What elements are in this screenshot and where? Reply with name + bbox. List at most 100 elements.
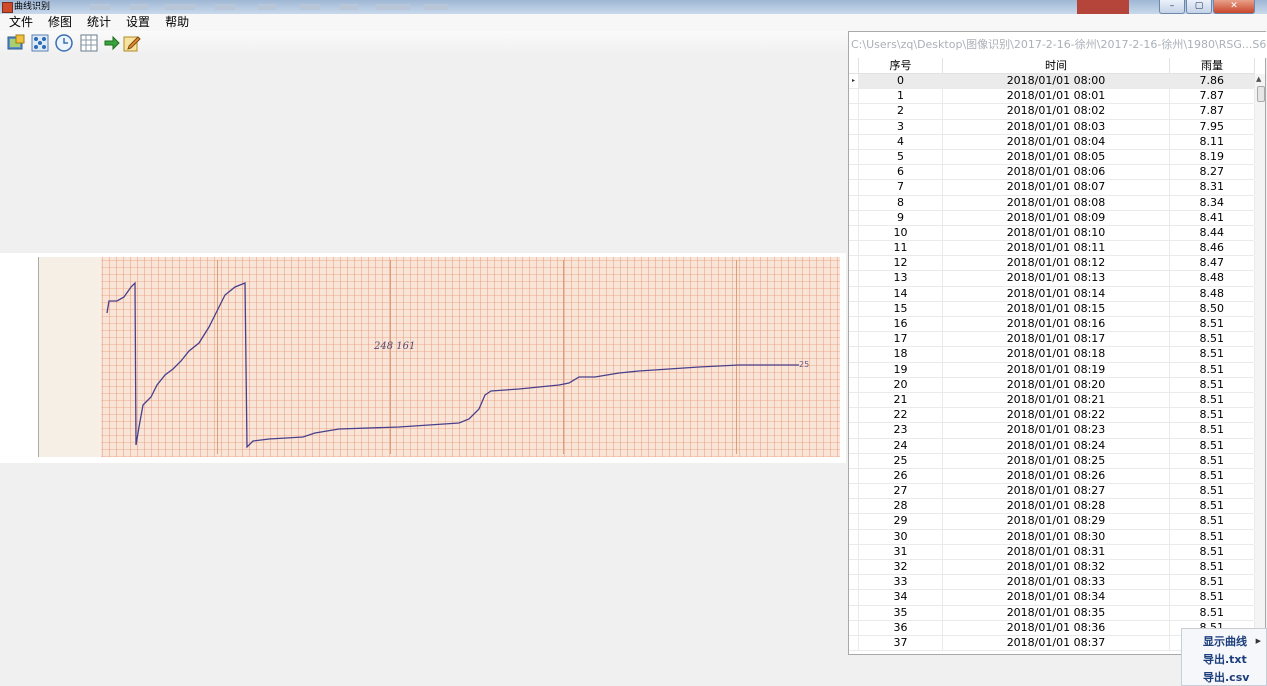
cell-time[interactable]: 2018/01/01 08:07 (943, 180, 1170, 195)
cell-index[interactable]: 30 (859, 529, 943, 544)
cell-rainfall[interactable]: 8.44 (1170, 225, 1255, 241)
minimize-button[interactable]: – (1159, 0, 1185, 14)
row-header[interactable] (849, 560, 859, 575)
cell-rainfall[interactable]: 8.51 (1170, 484, 1255, 499)
table-row[interactable]: 8 2018/01/01 08:08 8.34 (849, 195, 1255, 211)
cell-time[interactable]: 2018/01/01 08:12 (943, 256, 1170, 271)
arrow-right-icon[interactable] (103, 34, 121, 52)
menu-edit-image[interactable]: 修图 (48, 15, 73, 29)
cell-index[interactable]: 20 (859, 377, 943, 392)
cell-rainfall[interactable]: 8.46 (1170, 241, 1255, 256)
cell-time[interactable]: 2018/01/01 08:37 (943, 635, 1170, 651)
row-header[interactable] (849, 89, 859, 104)
table-row[interactable]: 16 2018/01/01 08:16 8.51 (849, 317, 1255, 333)
cell-index[interactable]: 25 (859, 453, 943, 468)
row-header[interactable] (849, 635, 859, 651)
cell-rainfall[interactable]: 8.51 (1170, 575, 1255, 590)
cell-time[interactable]: 2018/01/01 08:18 (943, 347, 1170, 362)
table-row[interactable]: 35 2018/01/01 08:35 8.51 (849, 605, 1255, 621)
row-header[interactable] (849, 484, 859, 499)
row-header[interactable] (849, 620, 859, 635)
row-header[interactable]: ▸ (849, 74, 859, 89)
cell-index[interactable]: 17 (859, 332, 943, 347)
table-row[interactable]: 34 2018/01/01 08:34 8.51 (849, 590, 1255, 606)
table-row[interactable]: 20 2018/01/01 08:20 8.51 (849, 377, 1255, 393)
row-header[interactable] (849, 165, 859, 180)
cell-time[interactable]: 2018/01/01 08:33 (943, 575, 1170, 590)
table-row[interactable]: 27 2018/01/01 08:27 8.51 (849, 484, 1255, 500)
cell-index[interactable]: 6 (859, 165, 943, 180)
row-header[interactable] (849, 347, 859, 362)
cell-time[interactable]: 2018/01/01 08:31 (943, 544, 1170, 559)
cell-time[interactable]: 2018/01/01 08:24 (943, 438, 1170, 453)
open-image-icon[interactable] (7, 34, 25, 52)
cell-time[interactable]: 2018/01/01 08:27 (943, 484, 1170, 499)
row-header[interactable] (849, 271, 859, 286)
cell-time[interactable]: 2018/01/01 08:06 (943, 165, 1170, 180)
cell-rainfall[interactable]: 8.51 (1170, 438, 1255, 453)
cell-rainfall[interactable]: 8.51 (1170, 590, 1255, 605)
cell-index[interactable]: 24 (859, 438, 943, 453)
cell-rainfall[interactable]: 8.51 (1170, 468, 1255, 484)
table-row[interactable]: 11 2018/01/01 08:11 8.46 (849, 241, 1255, 257)
cell-time[interactable]: 2018/01/01 08:30 (943, 529, 1170, 544)
cell-rainfall[interactable]: 8.11 (1170, 134, 1255, 149)
table-row[interactable]: 10 2018/01/01 08:10 8.44 (849, 225, 1255, 242)
cell-index[interactable]: 5 (859, 149, 943, 165)
cell-time[interactable]: 2018/01/01 08:22 (943, 408, 1170, 423)
cell-time[interactable]: 2018/01/01 08:32 (943, 560, 1170, 575)
menu-help[interactable]: 帮助 (165, 15, 190, 29)
cell-index[interactable]: 10 (859, 225, 943, 241)
row-header[interactable] (849, 241, 859, 256)
close-button[interactable]: ✕ (1213, 0, 1255, 14)
table-row[interactable]: 7 2018/01/01 08:07 8.31 (849, 180, 1255, 196)
cell-rainfall[interactable]: 8.34 (1170, 195, 1255, 210)
cell-index[interactable]: 31 (859, 544, 943, 559)
column-header-time[interactable]: 时间 (943, 58, 1170, 74)
cell-rainfall[interactable]: 8.51 (1170, 392, 1255, 408)
cell-index[interactable]: 14 (859, 286, 943, 301)
table-row[interactable]: 31 2018/01/01 08:31 8.51 (849, 544, 1255, 560)
row-header[interactable] (849, 119, 859, 134)
cell-rainfall[interactable]: 8.19 (1170, 149, 1255, 165)
grid-icon[interactable] (80, 34, 98, 52)
cell-rainfall[interactable]: 8.41 (1170, 210, 1255, 225)
cell-time[interactable]: 2018/01/01 08:01 (943, 89, 1170, 104)
cell-index[interactable]: 11 (859, 241, 943, 256)
cell-rainfall[interactable]: 8.51 (1170, 529, 1255, 544)
table-row[interactable]: 14 2018/01/01 08:14 8.48 (849, 286, 1255, 302)
row-header[interactable] (849, 377, 859, 392)
column-header-rainfall[interactable]: 雨量 (1170, 58, 1255, 74)
table-row[interactable]: 33 2018/01/01 08:33 8.51 (849, 575, 1255, 591)
cell-index[interactable]: 13 (859, 271, 943, 286)
row-header[interactable] (849, 529, 859, 544)
row-header[interactable] (849, 605, 859, 620)
table-row[interactable]: 9 2018/01/01 08:09 8.41 (849, 210, 1255, 226)
cell-index[interactable]: 15 (859, 301, 943, 316)
cell-rainfall[interactable]: 8.51 (1170, 332, 1255, 347)
cell-rainfall[interactable]: 7.87 (1170, 104, 1255, 119)
table-row[interactable]: 2 2018/01/01 08:02 7.87 (849, 104, 1255, 120)
table-row[interactable]: 23 2018/01/01 08:23 8.51 (849, 423, 1255, 439)
row-header[interactable] (849, 104, 859, 119)
cell-time[interactable]: 2018/01/01 08:14 (943, 286, 1170, 301)
cell-time[interactable]: 2018/01/01 08:26 (943, 468, 1170, 484)
cell-rainfall[interactable]: 8.51 (1170, 453, 1255, 468)
cell-rainfall[interactable]: 8.51 (1170, 423, 1255, 438)
cell-time[interactable]: 2018/01/01 08:04 (943, 134, 1170, 149)
cell-index[interactable]: 27 (859, 484, 943, 499)
cell-time[interactable]: 2018/01/01 08:20 (943, 377, 1170, 392)
cell-index[interactable]: 32 (859, 560, 943, 575)
cell-rainfall[interactable]: 8.51 (1170, 317, 1255, 332)
table-row[interactable]: 25 2018/01/01 08:25 8.51 (849, 453, 1255, 469)
row-header[interactable] (849, 286, 859, 301)
table-row[interactable]: 29 2018/01/01 08:29 8.51 (849, 514, 1255, 530)
cell-index[interactable]: 18 (859, 347, 943, 362)
vertical-scrollbar[interactable]: ▲ (1255, 74, 1265, 654)
row-header[interactable] (849, 392, 859, 408)
scroll-thumb[interactable] (1257, 86, 1265, 102)
cell-time[interactable]: 2018/01/01 08:15 (943, 301, 1170, 316)
cell-index[interactable]: 2 (859, 104, 943, 119)
cell-rainfall[interactable]: 8.51 (1170, 362, 1255, 377)
cell-time[interactable]: 2018/01/01 08:05 (943, 149, 1170, 165)
